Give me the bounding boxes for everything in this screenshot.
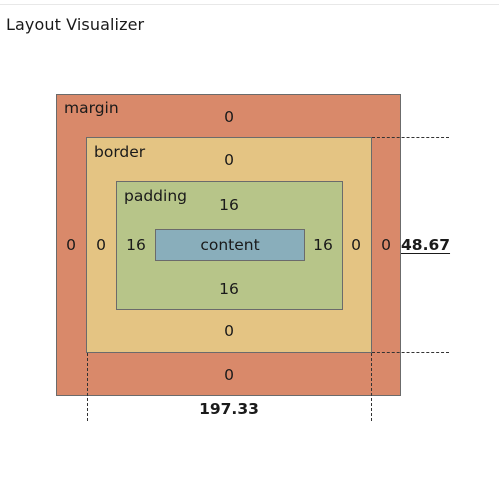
margin-top-value[interactable]: 0 <box>224 108 234 126</box>
width-guide-right <box>371 353 372 421</box>
border-right-value[interactable]: 0 <box>351 236 361 254</box>
element-height: 48.67 <box>401 236 451 254</box>
margin-right-value[interactable]: 0 <box>381 236 391 254</box>
padding-top-value[interactable]: 16 <box>219 196 239 214</box>
width-guide-left <box>87 353 88 421</box>
padding-left-value[interactable]: 16 <box>126 236 146 254</box>
border-bottom-value[interactable]: 0 <box>224 322 234 340</box>
height-guide-top <box>372 137 449 138</box>
padding-bottom-value[interactable]: 16 <box>219 280 239 298</box>
content-label: content <box>200 236 260 254</box>
margin-left-value[interactable]: 0 <box>66 236 76 254</box>
padding-right-value[interactable]: 16 <box>313 236 333 254</box>
content-box[interactable] <box>155 229 305 261</box>
border-left-value[interactable]: 0 <box>96 236 106 254</box>
margin-bottom-value[interactable]: 0 <box>224 366 234 384</box>
panel-title: Layout Visualizer <box>6 15 145 34</box>
margin-label: margin <box>64 99 119 117</box>
height-guide-bottom <box>372 352 449 353</box>
top-divider <box>0 4 499 5</box>
padding-label: padding <box>124 187 187 205</box>
border-label: border <box>94 143 146 161</box>
border-top-value[interactable]: 0 <box>224 151 234 169</box>
element-width: 197.33 <box>199 400 259 418</box>
